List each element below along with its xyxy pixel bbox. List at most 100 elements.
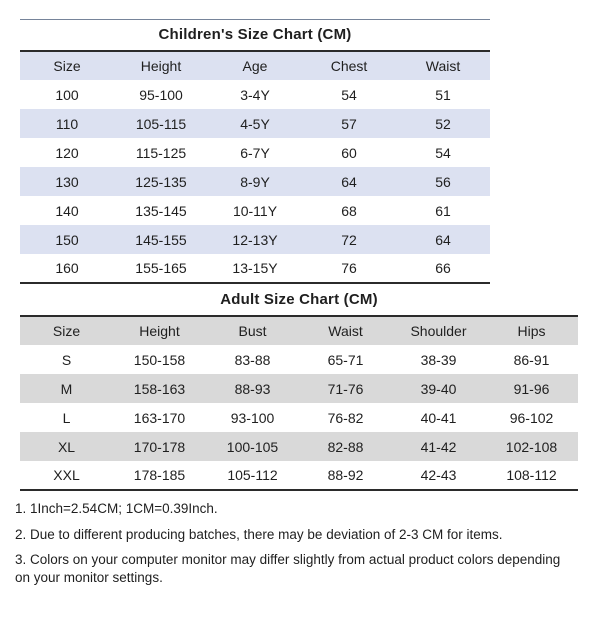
table-row: XXL 178-185 105-112 88-92 42-43 108-112	[20, 461, 578, 490]
table-cell: 93-100	[230, 409, 275, 426]
table-cell: 102-108	[505, 438, 558, 455]
table-cell: 52	[435, 115, 451, 132]
column-header: Age	[242, 58, 268, 74]
table-cell: 96-102	[509, 409, 554, 426]
table-cell: 82-88	[327, 438, 364, 455]
table-cell: M	[60, 380, 73, 397]
table-cell: 10-11Y	[232, 202, 278, 219]
table-row: S 150-158 83-88 65-71 38-39 86-91	[20, 345, 578, 374]
top-rule	[20, 19, 490, 20]
table-cell: S	[61, 351, 72, 368]
table-row: 150 145-155 12-13Y 72 64	[20, 225, 490, 254]
table-cell: 115-125	[135, 144, 187, 161]
table-cell: 76-82	[327, 409, 364, 426]
column-header: Size	[53, 58, 81, 74]
table-cell: 86-91	[513, 351, 550, 368]
table-cell: 145-155	[135, 231, 187, 248]
table-cell: 54	[341, 86, 357, 103]
table-cell: 42-43	[420, 467, 457, 483]
table-cell: 88-93	[234, 380, 271, 397]
column-header: Height	[140, 58, 182, 74]
table-cell: 60	[341, 144, 357, 161]
table-cell: 71-76	[327, 380, 364, 397]
table-cell: 65-71	[327, 351, 364, 368]
table-cell: 76	[341, 260, 357, 276]
table-cell: 158-163	[133, 380, 186, 397]
table-cell: 40-41	[420, 409, 457, 426]
table-cell: 51	[435, 86, 451, 103]
table-cell: 135-145	[135, 202, 187, 219]
table-cell: 100-105	[226, 438, 279, 455]
column-header: Hips	[517, 323, 546, 339]
table-cell: 108-112	[506, 467, 557, 483]
table-cell: 3-4Y	[240, 86, 270, 103]
table-cell: L	[62, 409, 71, 426]
footnote-deviation: 2. Due to different producing batches, t…	[15, 526, 503, 542]
column-header: Waist	[328, 323, 363, 339]
children-chart-title: Children's Size Chart (CM)	[158, 26, 352, 43]
table-row: 160 155-165 13-15Y 76 66	[20, 254, 490, 283]
adult-header-row: Size Height Bust Waist Shoulder Hips	[20, 316, 578, 345]
column-header: Shoulder	[410, 323, 467, 339]
children-header-row: Size Height Age Chest Waist	[20, 51, 490, 80]
table-cell: 39-40	[420, 380, 457, 397]
adult-size-chart-section: Adult Size Chart (CM) Size Height Bust Wais…	[20, 285, 578, 491]
table-row: 120 115-125 6-7Y 60 54	[20, 138, 490, 167]
table-cell: 72	[341, 231, 357, 248]
column-header: Size	[52, 323, 81, 339]
table-cell: 64	[341, 173, 357, 190]
table-cell: 66	[435, 260, 451, 276]
table-cell: 130	[55, 173, 79, 190]
table-cell: 140	[55, 202, 79, 219]
children-table-body: 100 95-100 3-4Y 54 51 110 105-115 4-5Y 57 52 120 11…	[20, 80, 490, 283]
adult-size-table: Size Height Bust Waist Shoulder Hips S 150-158…	[20, 315, 578, 491]
table-cell: 155-165	[135, 260, 187, 276]
table-row: 140 135-145 10-11Y 68 61	[20, 196, 490, 225]
table-cell: 61	[435, 202, 451, 219]
table-cell: 100	[55, 86, 79, 103]
table-cell: 95-100	[139, 86, 183, 103]
table-cell: 105-112	[227, 467, 278, 483]
table-cell: XL	[57, 438, 76, 455]
table-cell: XXL	[53, 467, 80, 483]
table-cell: 170-178	[133, 438, 186, 455]
table-row: 100 95-100 3-4Y 54 51	[20, 80, 490, 109]
table-cell: 38-39	[420, 351, 457, 368]
table-row: XL 170-178 100-105 82-88 41-42 102-108	[20, 432, 578, 461]
table-cell: 6-7Y	[240, 144, 270, 161]
table-cell: 56	[435, 173, 451, 190]
table-cell: 150	[55, 231, 79, 248]
table-cell: 105-115	[135, 115, 187, 132]
table-row: L 163-170 93-100 76-82 40-41 96-102	[20, 403, 578, 432]
footnote-inch-conversion: 1. 1Inch=2.54CM; 1CM=0.39Inch.	[15, 501, 218, 516]
children-size-chart-section: Children's Size Chart (CM) Size Height Age…	[20, 19, 490, 284]
table-cell: 4-5Y	[240, 115, 270, 132]
column-header: Bust	[238, 323, 267, 339]
footnotes: 1. 1Inch=2.54CM; 1CM=0.39Inch. 2. Due to…	[15, 500, 567, 586]
table-cell: 41-42	[420, 438, 457, 455]
adult-chart-title: Adult Size Chart (CM)	[220, 291, 378, 308]
table-cell: 83-88	[234, 351, 271, 368]
footnote-monitor-colors: 3. Colors on your computer monitor may d…	[15, 552, 561, 585]
table-cell: 125-135	[135, 173, 187, 190]
table-cell: 160	[55, 260, 79, 276]
table-cell: 13-15Y	[232, 260, 278, 276]
adult-table-body: S 150-158 83-88 65-71 38-39 86-91 M 158-163 88-9…	[20, 345, 578, 490]
table-cell: 12-13Y	[232, 231, 278, 248]
table-cell: 8-9Y	[240, 173, 270, 190]
table-cell: 178-185	[133, 467, 186, 483]
table-row: 130 125-135 8-9Y 64 56	[20, 167, 490, 196]
table-cell: 88-92	[327, 467, 364, 483]
table-cell: 54	[435, 144, 451, 161]
children-size-table: Size Height Age Chest Waist 100 95-100 3-4Y 54 5…	[20, 50, 490, 284]
table-cell: 57	[341, 115, 357, 132]
column-header: Height	[139, 323, 180, 339]
table-row: M 158-163 88-93 71-76 39-40 91-96	[20, 374, 578, 403]
table-cell: 163-170	[133, 409, 186, 426]
column-header: Chest	[330, 58, 368, 74]
table-row: 110 105-115 4-5Y 57 52	[20, 109, 490, 138]
table-cell: 68	[341, 202, 357, 219]
table-cell: 64	[435, 231, 451, 248]
table-cell: 110	[55, 115, 79, 132]
column-header: Waist	[425, 58, 461, 74]
